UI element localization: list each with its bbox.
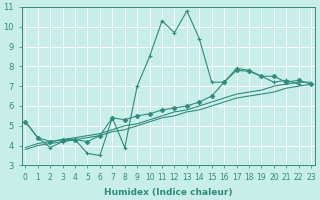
X-axis label: Humidex (Indice chaleur): Humidex (Indice chaleur) <box>104 188 233 197</box>
